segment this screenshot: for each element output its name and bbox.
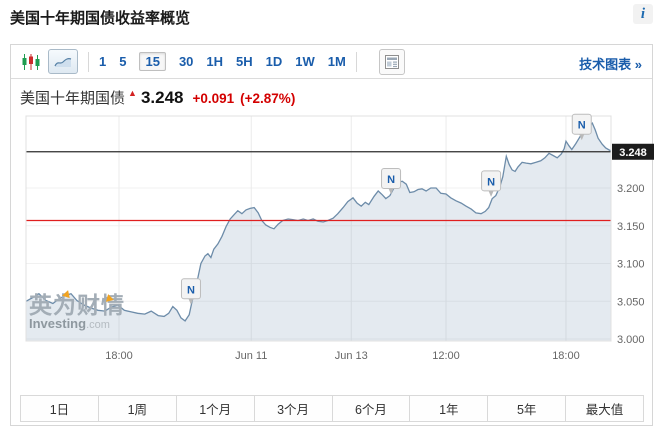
price-up-arrow-icon: ▲ [128, 88, 137, 98]
y-axis-label: 3.100 [617, 259, 645, 271]
last-price-badge [612, 143, 654, 160]
price-change-percent: (+2.87%) [240, 91, 296, 106]
svg-text:N: N [387, 174, 395, 186]
interval-5[interactable]: 5 [119, 54, 127, 69]
x-axis-label: 12:00 [432, 350, 460, 362]
range-button-3m[interactable]: 3个月 [253, 396, 332, 421]
candlestick-chart-icon[interactable] [19, 51, 43, 73]
range-button-1w[interactable]: 1周 [97, 396, 176, 421]
chart-toolbar: 1 5 15 30 1H 5H 1D 1W 1M 技术图表 » [11, 45, 652, 79]
svg-text:N: N [487, 176, 495, 188]
interval-15[interactable]: 15 [139, 52, 166, 71]
instrument-name: 美国十年期国债 [20, 90, 126, 107]
y-axis-label: 3.000 [617, 334, 645, 346]
x-axis-label: 18:00 [105, 350, 133, 362]
svg-text:N: N [578, 120, 586, 132]
interval-group: 1 5 15 30 1H 5H 1D 1W 1M [99, 52, 346, 71]
quote-overview-panel: 1 5 15 30 1H 5H 1D 1W 1M 技术图表 » 美国十年期国债 ▲ 3.248 … [10, 44, 654, 426]
x-axis-label: 18:00 [552, 350, 580, 362]
interval-5h[interactable]: 5H [236, 54, 253, 69]
news-icon[interactable] [378, 48, 405, 75]
interval-30[interactable]: 30 [178, 54, 194, 69]
y-axis-label: 3.200 [617, 183, 645, 195]
price-line [25, 122, 612, 322]
interval-1h[interactable]: 1H [206, 54, 224, 69]
y-axis-label: 3.150 [617, 221, 645, 233]
range-button-1m[interactable]: 1个月 [175, 396, 254, 421]
price-change: +0.091 [192, 91, 235, 106]
interval-1m[interactable]: 1M [327, 54, 346, 69]
area-chart-icon[interactable] [48, 49, 78, 74]
y-axis-label: 3.050 [617, 296, 645, 308]
plot-border [25, 115, 612, 342]
news-marker-icon[interactable]: N [180, 278, 201, 305]
range-button-bar: 1日 1周 1个月 3个月 6个月 1年 5年 最大值 [20, 395, 644, 422]
page-title: 美国十年期国债收益率概览 [10, 10, 191, 27]
technical-chart-link[interactable]: 技术图表 » [579, 57, 642, 72]
x-axis-label: Jun 11 [235, 350, 267, 362]
toolbar-divider [355, 51, 357, 72]
interval-1[interactable]: 1 [99, 54, 107, 69]
news-marker-icon[interactable]: N [381, 168, 402, 195]
area-fill [26, 123, 611, 341]
toolbar-divider [88, 51, 89, 72]
svg-text:N: N [187, 284, 195, 296]
info-icon[interactable]: i [633, 4, 653, 24]
last-price-badge-label: 3.248 [619, 147, 647, 159]
range-button-1d[interactable]: 1日 [49, 403, 70, 417]
news-marker-icon[interactable]: N [571, 113, 592, 141]
range-button-6m[interactable]: 6个月 [331, 396, 410, 421]
news-marker-icon[interactable]: N [481, 170, 502, 197]
range-button-max[interactable]: 最大值 [565, 396, 643, 421]
yield-area-chart[interactable]: 3.200 3.150 3.100 3.050 3.000 18:00 Jun 11 Jun … [11, 113, 654, 371]
range-button-5y[interactable]: 5年 [487, 396, 565, 421]
last-price: 3.248 [140, 88, 184, 107]
quote-header: 美国十年期国债 ▲ 3.248 +0.091 (+2.87%) [20, 87, 295, 108]
interval-1d[interactable]: 1D [265, 54, 283, 69]
x-axis-label: Jun 13 [335, 350, 368, 362]
range-button-1y[interactable]: 1年 [409, 396, 487, 421]
interval-1w[interactable]: 1W [295, 54, 315, 69]
